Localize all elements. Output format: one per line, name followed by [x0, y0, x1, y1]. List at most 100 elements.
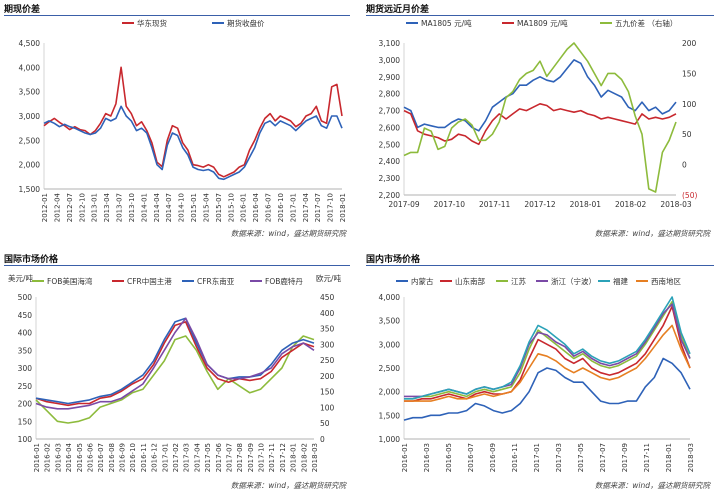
y-tick-label: 2,900	[379, 73, 401, 82]
legend-label: 五九价差 （右轴）	[615, 18, 677, 28]
y2-tick-label: 350	[320, 325, 335, 334]
x-tick-label: 2016-03	[423, 443, 431, 472]
x-tick-label: 2016-12	[151, 443, 159, 472]
legend-label: 山东南部	[455, 276, 485, 286]
x-tick-label: 2017-01	[533, 443, 541, 472]
legend-label: 华东现货	[137, 18, 167, 28]
y-tick-label: 3,500	[19, 88, 41, 97]
y-tick-label: 1,000	[379, 435, 401, 444]
x-tick-label: 2017-07	[314, 193, 322, 222]
y-tick-label: 250	[18, 382, 33, 391]
x-tick-label: 2018-03	[660, 200, 692, 209]
x-tick-label: 2017-03	[183, 443, 191, 472]
series-line	[403, 59, 677, 132]
x-tick-label: 2017-10	[434, 200, 466, 209]
y2-tick-label: 400	[320, 309, 335, 318]
x-tick-label: 2017-11	[479, 200, 511, 209]
y-tick-label: 200	[18, 400, 33, 409]
x-tick-label: 2013-04	[103, 192, 111, 222]
x-tick-label: 2017-06	[215, 442, 223, 472]
x-tick-label: 2016-04	[252, 192, 260, 222]
y-tick-label: 4,000	[19, 63, 41, 72]
source-note: 数据来源：wind，盛达期货研究院	[594, 481, 710, 490]
x-tick-label: 2017-09	[388, 200, 420, 209]
x-tick-label: 2017-11	[643, 443, 651, 472]
x-tick-label: 2014-10	[178, 193, 186, 222]
x-tick-label: 2012-10	[78, 193, 86, 222]
x-tick-label: 2012-07	[66, 193, 74, 222]
y-tick-label: 2,400	[379, 157, 401, 166]
x-tick-label: 2016-01	[240, 193, 248, 222]
x-tick-label: 2017-05	[204, 443, 212, 472]
x-tick-label: 2014-01	[140, 193, 148, 222]
x-tick-label: 2017-09	[621, 443, 629, 472]
x-tick-label: 2018-01	[665, 443, 673, 472]
y-tick-label: 4,500	[19, 39, 41, 48]
x-tick-label: 2012-04	[53, 192, 61, 222]
y-tick-label: 2,600	[379, 123, 401, 132]
y-tick-label: 2,700	[379, 107, 401, 116]
x-tick-label: 2015-07	[215, 193, 223, 222]
series-line	[404, 324, 691, 402]
y-tick-label: 1,500	[19, 185, 41, 194]
y-tick-label: 3,500	[379, 317, 401, 326]
x-tick-label: 2018-01	[290, 443, 298, 472]
x-tick-label: 2016-07	[265, 193, 273, 222]
y2-axis-unit: 欧元/吨	[316, 273, 342, 283]
series-line	[403, 357, 691, 421]
x-tick-label: 2017-02	[172, 443, 180, 472]
x-tick-label: 2017-10	[327, 193, 335, 222]
y2-tick-label: 300	[320, 340, 335, 349]
series-line	[404, 300, 691, 400]
y-tick-label: 450	[18, 311, 33, 320]
series-line	[35, 317, 315, 410]
legend-label: 期货收盘价	[227, 18, 265, 28]
x-tick-label: 2017-11	[268, 443, 276, 472]
x-tick-label: 2017-12	[279, 443, 287, 472]
y2-tick-label: 0	[320, 435, 325, 444]
x-tick-label: 2013-01	[91, 193, 99, 222]
x-tick-label: 2016-09	[119, 443, 127, 472]
y2-tick-label: 150	[320, 388, 335, 397]
x-tick-label: 2018-01	[570, 200, 602, 209]
y-tick-label: 3,000	[379, 340, 401, 349]
x-tick-label: 2018-02	[615, 200, 647, 209]
x-tick-label: 2015-01	[190, 193, 198, 222]
x-tick-label: 2017-07	[225, 443, 233, 472]
panel-spread: 期现价差 4,500 4,000 3,500 3,000 2,500 2,000 1,500…	[4, 2, 350, 240]
y-tick-label: 2,500	[19, 136, 41, 145]
y-tick-label: 2,000	[19, 161, 41, 170]
x-tick-label: 2016-02	[44, 443, 52, 472]
x-tick-label: 2017-08	[236, 443, 244, 472]
y2-tick-label: 100	[320, 403, 335, 412]
chart-title: 期货远近月价差	[366, 5, 430, 15]
x-tick-label: 2013-10	[128, 193, 136, 222]
x-tick-label: 2016-11	[511, 443, 519, 472]
x-tick-label: 2018-01	[339, 193, 347, 222]
y2-tick-label: 450	[320, 293, 335, 302]
x-tick-label: 2016-01	[401, 443, 409, 472]
y-tick-label: 3,000	[19, 112, 41, 121]
title-underline	[4, 265, 350, 266]
chart-title: 期现价差	[4, 5, 41, 15]
legend-label: MA1809 元/吨	[517, 18, 568, 28]
legend-label: 江苏	[511, 276, 526, 286]
y-tick-label: 2,200	[379, 191, 401, 200]
y-tick-label: 350	[18, 346, 33, 355]
title-underline	[366, 15, 714, 16]
y-tick-label: 2,000	[379, 388, 401, 397]
x-tick-label: 2017-10	[258, 443, 266, 472]
chart-international: 5004504003503002502001501004504003503002…	[8, 273, 342, 472]
y-tick-label: 2,300	[379, 174, 401, 183]
legend-label: 浙江（宁波）	[551, 276, 596, 286]
x-tick-label: 2016-08	[108, 443, 116, 472]
panel-international: 国际市场价格 500 450 400 350 300 250 200 150 100 450 400…	[4, 252, 350, 492]
chart-title: 国际市场价格	[4, 255, 59, 265]
legend-label: 内蒙古	[411, 276, 434, 286]
x-tick-label: 2017-12	[524, 200, 556, 209]
chart-calendar-spread: 3,100 3,000 2,900 2,800 2,700 2,600 2,500 2,400…	[379, 18, 698, 209]
x-tick-label: 2016-04	[65, 442, 73, 472]
x-tick-label: 2018-02	[300, 443, 308, 472]
x-tick-label: 2016-07	[467, 443, 475, 472]
y-tick-label: 2,800	[379, 90, 401, 99]
